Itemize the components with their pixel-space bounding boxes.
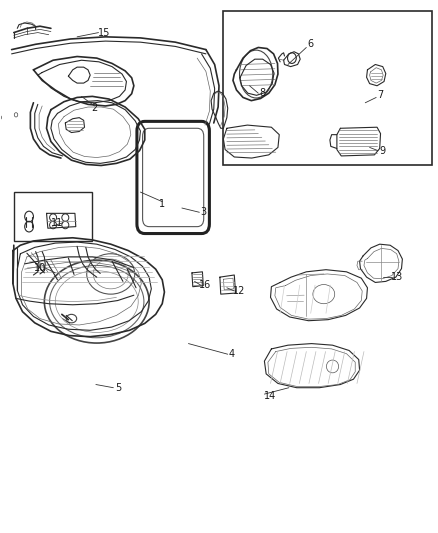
Text: 3: 3 (201, 207, 207, 217)
Bar (14, 192, 92, 241)
Text: 10: 10 (34, 263, 46, 272)
Text: 11: 11 (51, 218, 64, 228)
Text: 16: 16 (199, 280, 211, 290)
Text: 13: 13 (391, 272, 403, 282)
Text: 7: 7 (378, 90, 384, 100)
Bar (223, 11, 432, 165)
Text: 4: 4 (229, 349, 235, 359)
Text: 15: 15 (99, 28, 111, 38)
Text: 9: 9 (380, 146, 386, 156)
Text: 6: 6 (307, 39, 314, 49)
Text: 12: 12 (233, 286, 245, 296)
Text: 1: 1 (159, 199, 165, 209)
Text: 2: 2 (92, 103, 98, 113)
Text: 14: 14 (264, 391, 276, 401)
Text: 5: 5 (116, 383, 122, 393)
Text: 8: 8 (260, 88, 266, 98)
